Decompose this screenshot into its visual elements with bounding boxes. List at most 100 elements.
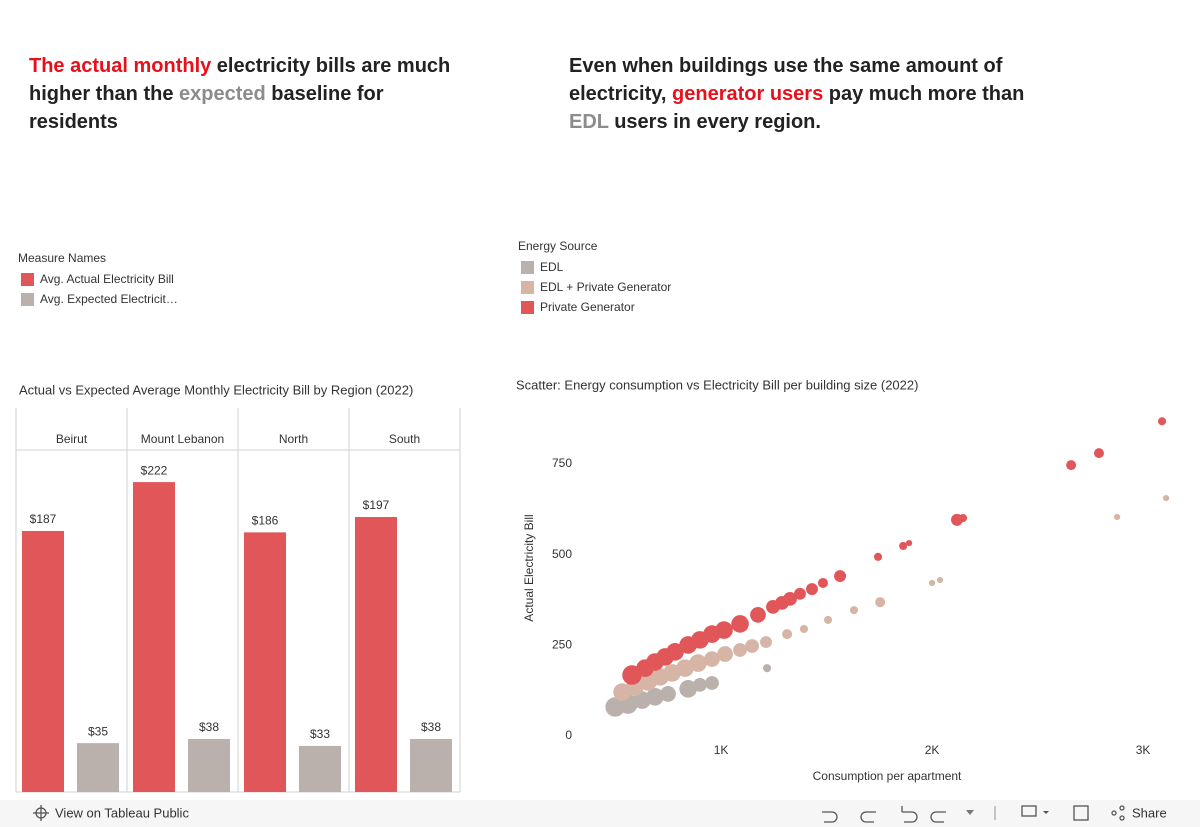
scatter-point <box>705 676 719 690</box>
scatter-point <box>899 541 908 551</box>
legend-label: EDL <box>540 260 564 274</box>
scatter-point <box>823 615 833 624</box>
value-label: $187 <box>30 512 57 526</box>
column-header: Mount Lebanon <box>141 432 224 446</box>
value-label: $38 <box>421 720 441 734</box>
bar <box>133 482 175 792</box>
bar <box>355 517 397 792</box>
headline-part: The actual monthly <box>29 55 212 77</box>
scatter-point <box>750 607 766 623</box>
scatter-point <box>834 570 847 583</box>
x-tick-label: 1K <box>714 743 729 757</box>
scatter-point <box>799 624 809 634</box>
y-axis-label: Actual Electricity Bill <box>522 514 536 621</box>
undo-icon[interactable] <box>822 811 838 823</box>
scatter-point <box>849 606 859 615</box>
value-label: $222 <box>141 463 168 477</box>
view-link[interactable]: View on Tableau Public <box>55 805 189 820</box>
legend-swatch <box>521 301 534 314</box>
y-tick-label: 0 <box>565 728 572 742</box>
column-header: Beirut <box>56 432 88 446</box>
scatter-point <box>782 629 793 640</box>
headline: The actual monthly electricity bills are… <box>29 52 469 136</box>
scatter-point <box>693 677 707 692</box>
dropdown-icon[interactable] <box>966 810 974 815</box>
headline-part: expected <box>179 83 266 105</box>
value-label: $197 <box>363 498 390 512</box>
legend-swatch <box>521 281 534 294</box>
scatter-point <box>783 592 797 606</box>
scatter-point <box>762 664 772 673</box>
scatter-point <box>817 577 828 588</box>
scatter-point <box>646 688 664 706</box>
scatter-point <box>875 597 886 608</box>
value-label: $38 <box>199 720 219 734</box>
refresh-icon[interactable] <box>930 811 946 823</box>
redo-icon[interactable] <box>860 811 876 823</box>
legend-label: Avg. Actual Electricity Bill <box>40 272 174 286</box>
scatter-point <box>731 615 749 633</box>
scatter-point <box>704 651 720 667</box>
scatter-point <box>1158 417 1167 426</box>
device-icon[interactable] <box>1021 805 1037 817</box>
share-button[interactable]: Share <box>1132 805 1167 820</box>
headline-part: EDL <box>569 111 609 133</box>
value-label: $186 <box>252 514 279 528</box>
scatter-point <box>745 639 759 653</box>
bar <box>410 738 452 792</box>
legend-swatch <box>21 273 34 286</box>
revert-icon[interactable] <box>901 806 918 823</box>
scatter-point <box>760 636 772 649</box>
bar <box>188 738 230 792</box>
scatter-point <box>936 576 944 584</box>
scatter-point <box>1093 448 1104 459</box>
bar <box>299 745 341 792</box>
headline-part: Even when buildings use the same amount … <box>569 55 1003 105</box>
scatter-point <box>794 587 806 600</box>
scatter-point <box>733 643 747 657</box>
toolbar-icons <box>33 805 1125 823</box>
legend-title: Energy Source <box>518 239 598 253</box>
headline-part: baseline for residents <box>29 83 384 133</box>
toolbar <box>0 800 1200 827</box>
headline: Even when buildings use the same amount … <box>569 52 1039 136</box>
y-tick-label: 750 <box>552 456 572 470</box>
headline-part: generator users <box>672 83 824 105</box>
x-axis-label: Consumption per apartment <box>813 769 962 783</box>
headline-part: users in every region. <box>608 111 821 133</box>
column-header: South <box>389 432 420 446</box>
fullscreen-icon[interactable] <box>1073 805 1089 821</box>
headline-part: electricity bills are much higher than t… <box>29 55 451 105</box>
chart-title: Scatter: Energy consumption vs Electrici… <box>516 377 918 392</box>
scatter-point <box>717 646 733 662</box>
scatter-point <box>1162 495 1170 502</box>
scatter-point <box>689 654 707 672</box>
value-label: $33 <box>310 727 330 741</box>
scatter-point <box>679 680 697 698</box>
bar <box>244 532 286 792</box>
bar <box>22 530 64 792</box>
scatter-point <box>873 552 883 561</box>
scatter-point <box>715 621 733 639</box>
scatter-point <box>1114 513 1121 521</box>
legend-label: Private Generator <box>540 300 635 314</box>
legend-swatch <box>21 293 34 306</box>
scatter-point <box>1066 460 1077 471</box>
y-tick-label: 250 <box>552 637 572 651</box>
scatter-point <box>905 539 913 547</box>
column-header: North <box>279 432 308 446</box>
scatter-point <box>660 686 676 702</box>
scatter-point <box>928 579 936 587</box>
x-tick-label: 2K <box>925 743 940 757</box>
legend-label: Avg. Expected Electricit… <box>40 292 178 306</box>
scatter-point <box>806 583 818 596</box>
headline-part: pay much more than <box>823 83 1025 105</box>
y-tick-label: 500 <box>552 547 572 561</box>
legend-swatch <box>521 261 534 274</box>
legend-title: Measure Names <box>18 251 106 265</box>
legend-label: EDL + Private Generator <box>540 280 671 294</box>
chart-title: Actual vs Expected Average Monthly Elect… <box>19 382 413 397</box>
value-label: $35 <box>88 724 108 738</box>
